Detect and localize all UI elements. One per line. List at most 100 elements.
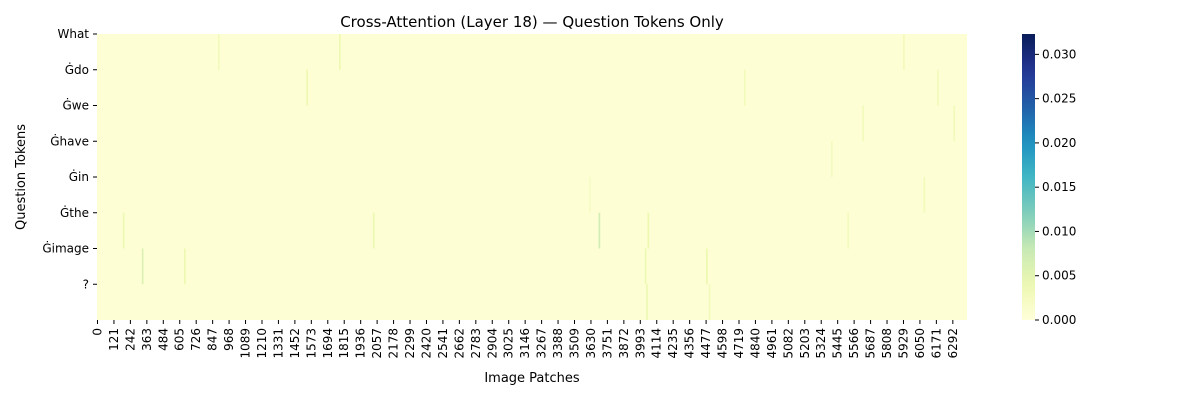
x-axis: 0 121 242 363 484 605 726 847 968 1089 1210 1331 145… [91,320,960,359]
colorbar-tick-label: 0.025 [1042,92,1076,106]
x-axis-label: Image Patches [484,371,580,386]
x-tick-label: 4114 [650,328,664,359]
x-tick-label: 1694 [321,328,335,359]
x-tick-label: 968 [222,328,236,351]
heatmap-cell [646,284,648,320]
x-tick-label: 0 [91,328,105,336]
x-tick-label: 5808 [880,328,894,359]
x-tick-label: 242 [123,328,137,351]
y-tick-label: ? [83,277,89,291]
colorbar-gradient [1022,34,1035,320]
colorbar-tick-label: 0.010 [1042,224,1076,238]
x-tick-label: 1815 [337,328,351,359]
heatmap-plot-area [97,34,967,320]
x-tick-label: 5324 [814,328,828,359]
x-tick-label: 1331 [271,328,285,359]
heatmap-cell [953,105,956,142]
y-tick-label: Ġin [69,168,89,184]
x-tick-label: 3993 [633,328,647,359]
x-tick-label: 2178 [387,328,401,359]
x-tick-label: 4840 [748,328,762,359]
x-tick-label: 3146 [518,328,532,359]
colorbar-tick-label: 0.030 [1042,47,1076,61]
x-tick-label: 1089 [239,328,253,359]
x-tick-label: 2904 [485,328,499,359]
x-tick-label: 5687 [864,328,878,359]
x-tick-label: 2299 [403,328,417,359]
heatmap-cell [598,212,601,249]
x-tick-label: 847 [206,328,220,351]
y-tick-label: Ġhave [50,132,89,148]
heatmap-cell [744,69,746,106]
colorbar: 0.000 0.005 0.010 0.015 0.020 0.025 0.030 [1022,34,1076,327]
x-tick-label: 3630 [584,328,598,359]
x-tick-label: 5566 [847,328,861,359]
heatmap-cell [184,248,186,285]
heatmap-cell [338,34,341,70]
colorbar-tick-label: 0.015 [1042,180,1076,194]
x-tick-label: 121 [107,328,121,351]
x-tick-label: 5203 [798,328,812,359]
heatmap-cell [862,105,864,142]
x-tick-label: 2662 [452,328,466,359]
x-tick-label: 2057 [370,328,384,359]
x-tick-label: 6171 [929,328,943,359]
colorbar-tick-label: 0.000 [1042,313,1076,327]
heatmap-cell [937,69,939,106]
x-tick-label: 3509 [568,328,582,359]
heatmap-cell [706,248,708,285]
heatmap-cell [217,34,220,70]
x-tick-label: 5929 [896,328,910,359]
y-tick-label: Ġimage [42,240,89,256]
heatmap-cell [923,177,926,213]
heatmap-cell [847,212,849,249]
x-tick-label: 3388 [551,328,565,359]
x-tick-label: 363 [140,328,154,351]
x-tick-label: 2420 [419,328,433,359]
heatmap-cell [647,212,650,249]
x-tick-label: 6292 [946,328,960,359]
y-axis-label: Question Tokens [14,124,29,230]
heatmap-cell [903,34,905,70]
x-tick-label: 1452 [288,328,302,359]
x-tick-label: 5082 [781,328,795,359]
y-tick-label: Ġthe [60,204,89,220]
x-tick-label: 484 [156,328,170,351]
heatmap-cell [372,212,375,249]
heatmap-cell [306,69,308,106]
x-tick-label: 4356 [683,328,697,359]
y-tick-label: What [57,27,89,41]
x-tick-label: 4719 [732,328,746,359]
x-tick-label: 4235 [666,328,680,359]
heatmap-cell [589,177,591,213]
heatmap-cell [141,248,144,285]
heatmap-cell [831,141,833,177]
x-tick-label: 3751 [600,328,614,359]
x-tick-label: 2541 [436,328,450,359]
colorbar-tick-label: 0.020 [1042,136,1076,150]
x-tick-label: 3025 [502,328,516,359]
x-tick-label: 4961 [765,328,779,359]
heatmap-cell [708,284,711,320]
x-tick-label: 3872 [617,328,631,359]
x-tick-label: 4477 [699,328,713,359]
x-tick-label: 3267 [535,328,549,359]
x-tick-label: 605 [173,328,187,351]
x-tick-label: 2783 [469,328,483,359]
y-axis: What Ġdo Ġwe Ġhave Ġin Ġthe Ġimage? [42,27,97,291]
heatmap-cell [122,212,125,249]
x-tick-label: 1573 [304,328,318,359]
x-tick-label: 1936 [354,328,368,359]
y-tick-label: Ġwe [63,97,90,113]
x-tick-label: 6050 [913,328,927,359]
heatmap-cell [644,248,647,285]
x-tick-label: 4598 [716,328,730,359]
heatmap-background [97,34,967,320]
colorbar-tick-label: 0.005 [1042,269,1076,283]
y-tick-label: Ġdo [65,61,89,77]
x-tick-label: 5445 [831,328,845,359]
x-tick-label: 1210 [255,328,269,359]
x-tick-label: 726 [189,328,203,351]
chart-title: Cross-Attention (Layer 18) — Question To… [340,13,724,31]
